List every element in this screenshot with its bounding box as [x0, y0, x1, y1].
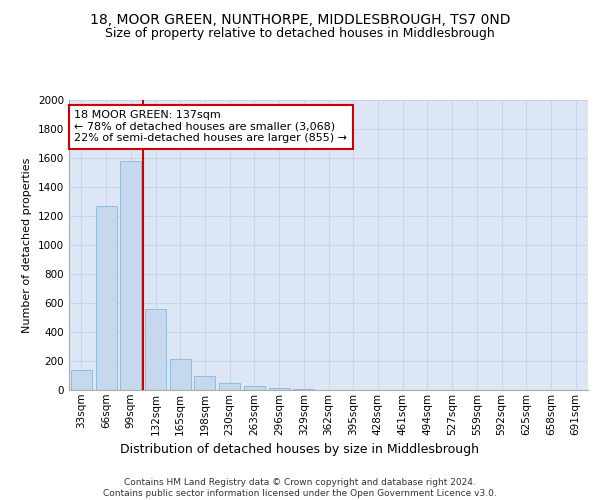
Text: Size of property relative to detached houses in Middlesbrough: Size of property relative to detached ho… [105, 28, 495, 40]
Bar [194, 376, 215, 390]
Bar [120, 161, 141, 390]
Bar [71, 370, 92, 390]
Text: 18 MOOR GREEN: 137sqm
← 78% of detached houses are smaller (3,068)
22% of semi-d: 18 MOOR GREEN: 137sqm ← 78% of detached … [74, 110, 347, 144]
Bar [95, 206, 116, 390]
Text: Contains HM Land Registry data © Crown copyright and database right 2024.
Contai: Contains HM Land Registry data © Crown c… [103, 478, 497, 498]
Bar [219, 384, 240, 390]
Text: Distribution of detached houses by size in Middlesbrough: Distribution of detached houses by size … [121, 442, 479, 456]
Bar [170, 359, 191, 390]
Bar [244, 386, 265, 390]
Y-axis label: Number of detached properties: Number of detached properties [22, 158, 32, 332]
Bar [145, 309, 166, 390]
Bar [269, 388, 290, 390]
Text: 18, MOOR GREEN, NUNTHORPE, MIDDLESBROUGH, TS7 0ND: 18, MOOR GREEN, NUNTHORPE, MIDDLESBROUGH… [90, 12, 510, 26]
